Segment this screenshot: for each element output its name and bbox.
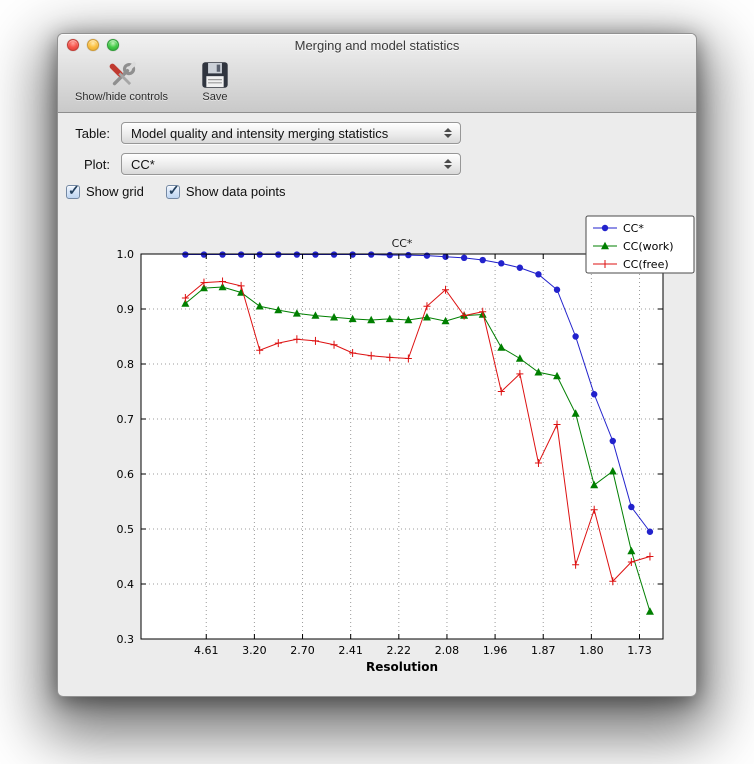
svg-text:0.9: 0.9 bbox=[117, 303, 135, 316]
checkbox-box: ✓ bbox=[165, 181, 180, 199]
close-button[interactable] bbox=[67, 39, 79, 51]
popup-arrows-icon bbox=[441, 128, 455, 138]
svg-text:3.20: 3.20 bbox=[242, 644, 267, 657]
svg-text:2.41: 2.41 bbox=[338, 644, 363, 657]
zoom-button[interactable] bbox=[107, 39, 119, 51]
svg-text:1.0: 1.0 bbox=[117, 248, 135, 261]
toolbar: Show/hide controls Save bbox=[58, 56, 696, 112]
table-popup-value: Model quality and intensity merging stat… bbox=[131, 125, 389, 141]
titlebar[interactable]: Merging and model statistics bbox=[58, 34, 696, 56]
svg-text:CC*: CC* bbox=[392, 237, 413, 250]
svg-text:0.5: 0.5 bbox=[117, 523, 135, 536]
svg-text:1.73: 1.73 bbox=[627, 644, 652, 657]
plot-row: Plot: CC* bbox=[64, 153, 696, 175]
chart-svg: 0.3 0.4 0.5 0.6 0.7 0.8 0.9 1.0 4.61 3.20 2.70 2.41… bbox=[117, 215, 695, 674]
svg-text:0.4: 0.4 bbox=[117, 578, 135, 591]
svg-text:2.08: 2.08 bbox=[435, 644, 460, 657]
tools-icon bbox=[110, 61, 137, 86]
plot-label: Plot: bbox=[83, 156, 110, 172]
check-icon: ✓ bbox=[68, 181, 80, 198]
checkbox-box: ✓ bbox=[66, 181, 80, 199]
plot-popup[interactable]: CC* bbox=[121, 153, 461, 175]
show-grid-checkbox[interactable]: ✓ Show grid bbox=[66, 181, 144, 199]
svg-text:1.87: 1.87 bbox=[531, 644, 556, 657]
app-window: Merging and model statistics Show/hide c… bbox=[57, 33, 697, 697]
table-label: Table: bbox=[75, 125, 110, 141]
save-button[interactable]: Save bbox=[195, 59, 235, 104]
svg-text:0.8: 0.8 bbox=[117, 358, 135, 371]
svg-text:0.3: 0.3 bbox=[117, 633, 135, 646]
window-chrome: Merging and model statistics Show/hide c… bbox=[58, 34, 696, 113]
checkbox-label: Show grid bbox=[86, 184, 144, 199]
toolbar-item-label: Show/hide controls bbox=[75, 91, 168, 103]
toolbar-item-label: Save bbox=[202, 91, 228, 103]
minimize-button[interactable] bbox=[87, 39, 99, 51]
svg-text:4.61: 4.61 bbox=[194, 644, 219, 657]
window-title: Merging and model statistics bbox=[294, 37, 460, 53]
svg-text:2.22: 2.22 bbox=[387, 644, 412, 657]
svg-text:0.6: 0.6 bbox=[117, 468, 135, 481]
plot-panel: 0.3 0.4 0.5 0.6 0.7 0.8 0.9 1.0 4.61 3.20 2.70 2.41… bbox=[58, 209, 696, 679]
table-popup[interactable]: Model quality and intensity merging stat… bbox=[121, 122, 461, 144]
show-hide-controls-button[interactable]: Show/hide controls bbox=[70, 59, 173, 104]
checkbox-label: Show data points bbox=[185, 184, 286, 199]
table-row: Table: Model quality and intensity mergi… bbox=[64, 122, 696, 144]
save-icon bbox=[202, 62, 228, 88]
svg-text:CC(work): CC(work) bbox=[623, 240, 674, 253]
svg-text:1.96: 1.96 bbox=[483, 644, 508, 657]
svg-text:1.80: 1.80 bbox=[579, 644, 604, 657]
traffic-lights bbox=[67, 39, 119, 51]
svg-text:Resolution: Resolution bbox=[366, 660, 438, 674]
svg-text:0.7: 0.7 bbox=[117, 413, 135, 426]
popup-arrows-icon bbox=[441, 159, 455, 169]
controls-panel: Table: Model quality and intensity mergi… bbox=[58, 113, 696, 209]
check-icon: ✓ bbox=[167, 181, 180, 198]
svg-text:CC(free): CC(free) bbox=[623, 258, 669, 271]
plot-popup-value: CC* bbox=[131, 156, 155, 172]
checkbox-row: ✓ Show grid ✓ Show data points bbox=[66, 181, 696, 199]
svg-text:CC*: CC* bbox=[623, 222, 644, 235]
svg-text:2.70: 2.70 bbox=[290, 644, 315, 657]
show-data-points-checkbox[interactable]: ✓ Show data points bbox=[165, 181, 286, 199]
